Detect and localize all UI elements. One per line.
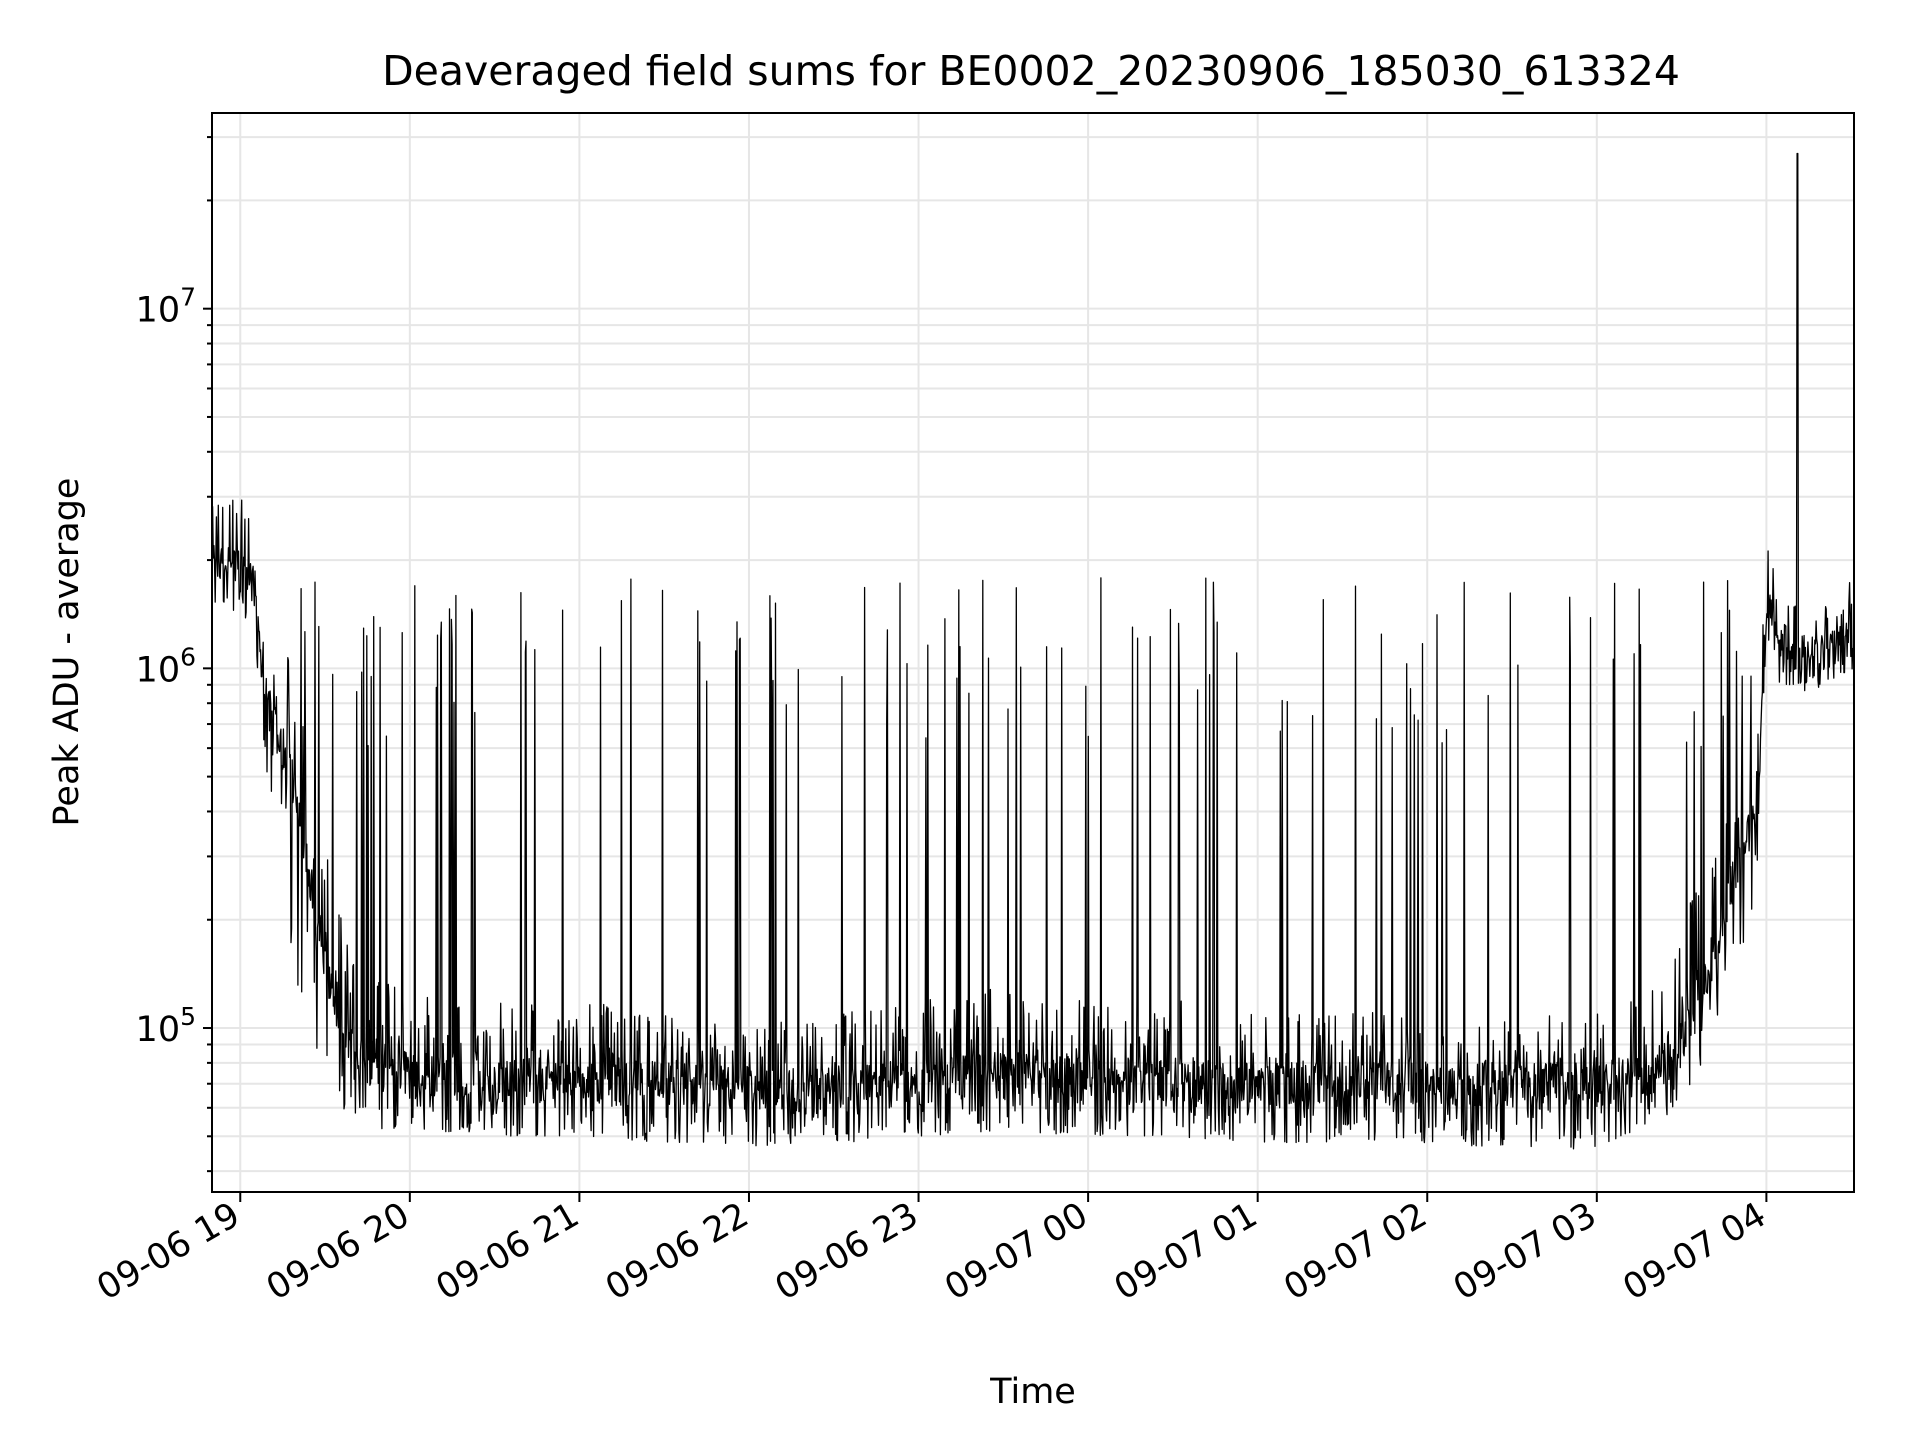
series-line: [212, 152, 1854, 1150]
chart-title: Deaveraged field sums for BE0002_2023090…: [382, 47, 1680, 95]
plot-frame: [211, 112, 1855, 1193]
y-tick-label: 106: [136, 642, 196, 690]
y-tick-label: 107: [136, 283, 196, 331]
y-axis-ticks: 105 106 107: [136, 136, 212, 1173]
y-tick-label: 105: [136, 1002, 196, 1050]
data-series: [212, 152, 1854, 1150]
y-axis-label: Peak ADU - average: [47, 478, 87, 827]
grid: [212, 113, 1854, 1192]
x-axis-label: Time: [989, 1372, 1076, 1412]
